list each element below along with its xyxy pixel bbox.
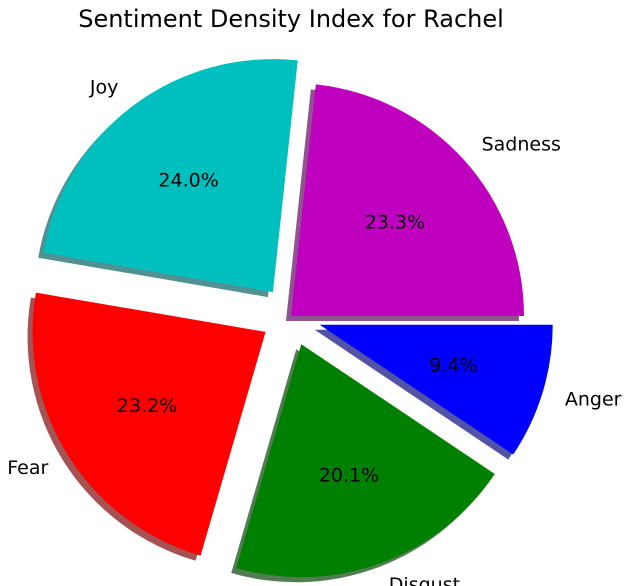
pie-slices: [32, 59, 553, 578]
chart-title: Sentiment Density Index for Rachel: [78, 5, 504, 33]
pct-label-anger: 9.4%: [429, 354, 477, 376]
pie-slice-fear: [32, 292, 266, 556]
category-label-fear: Fear: [7, 457, 48, 479]
pct-label-fear: 23.2%: [117, 395, 177, 417]
category-label-anger: Anger: [565, 388, 622, 410]
pct-label-joy: 24.0%: [158, 170, 218, 192]
pie-slice-sadness: [291, 84, 524, 316]
pie-slice-joy: [43, 59, 298, 293]
category-label-sadness: Sadness: [482, 134, 561, 156]
pct-label-disgust: 20.1%: [319, 465, 379, 487]
category-label-joy: Joy: [89, 77, 118, 99]
slice-labels: 23.3% Sadness 24.0% Joy 23.2% Fear 20.1% Disgus…: [7, 77, 621, 586]
pct-label-sadness: 23.3%: [365, 212, 425, 234]
category-label-disgust: Disgust: [389, 574, 460, 586]
pie-slice-disgust: [236, 344, 495, 578]
pie-slice-anger: [319, 324, 553, 455]
